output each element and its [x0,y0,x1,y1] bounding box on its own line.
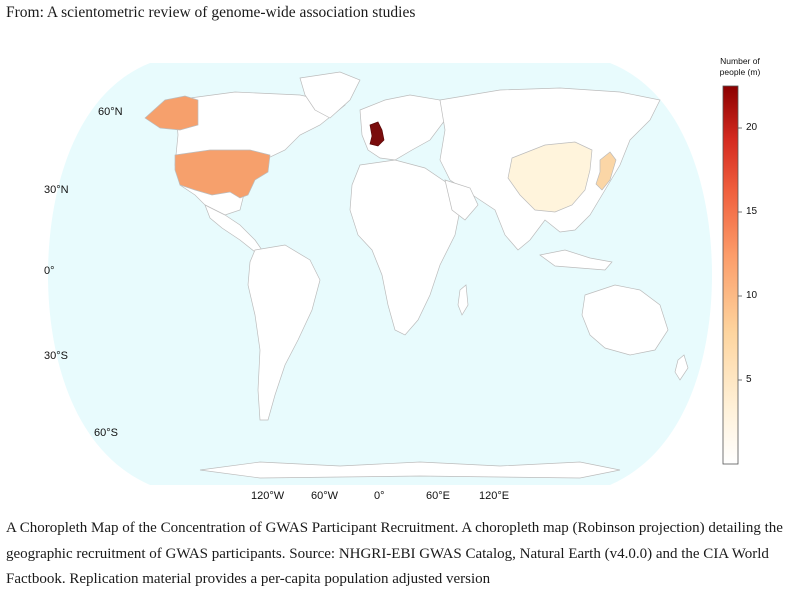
legend-title-line2: people (m) [719,67,761,77]
source-from-line[interactable]: From: A scientometric review of genome-w… [6,4,416,21]
land-greenland [299,71,361,119]
lon-label-60w: 60°W [311,490,339,502]
lat-label-30s: 30°S [44,350,68,362]
land-australia [581,284,669,356]
legend-tick-15: 15 [746,206,758,217]
legend-tick-20: 20 [746,122,758,133]
lon-label-60e: 60°E [426,490,450,502]
region-japan[interactable] [595,151,617,191]
land-indonesia [539,249,613,271]
legend-tick-5: 5 [746,374,752,385]
choropleth-map [48,63,742,485]
lat-label-0: 0° [44,265,55,277]
lat-label-30n: 30°N [44,184,69,196]
legend-title: Number of people (m) [700,56,780,78]
figure-caption: A Choropleth Map of the Concentration of… [6,520,783,587]
land-south-america [247,244,321,421]
lon-label-120e: 120°E [479,490,510,502]
lon-label-0: 0° [374,490,385,502]
region-alaska[interactable] [144,95,199,131]
legend-title-line1: Number of [720,56,760,66]
region-united-states[interactable] [174,149,271,199]
land-madagascar [457,284,469,316]
land-new-zealand [674,354,689,381]
lat-label-60n: 60°N [98,106,123,118]
region-united-kingdom[interactable] [369,121,385,147]
legend-tick-10: 10 [746,290,758,301]
land-europe [359,94,446,161]
lon-label-120w: 120°W [251,490,285,502]
land-arabia [444,179,479,221]
legend-colorbar [722,85,739,465]
lat-label-60s: 60°S [94,427,118,439]
region-china[interactable] [507,141,593,213]
land-antarctica [199,461,621,479]
